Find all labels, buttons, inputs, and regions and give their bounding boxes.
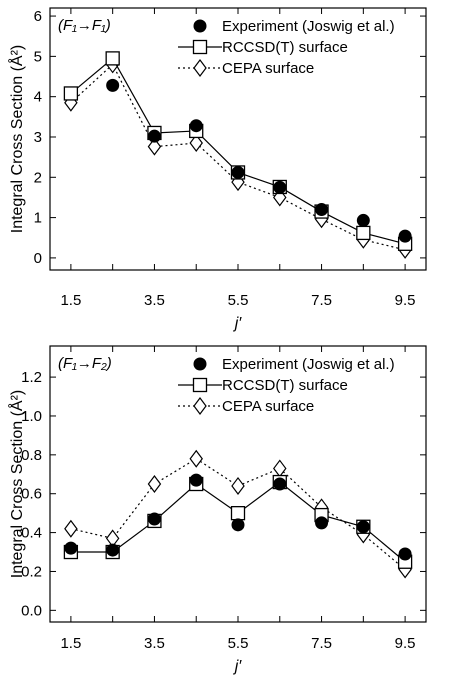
y-tick-label: 0.2 bbox=[21, 563, 42, 580]
data-point bbox=[105, 51, 120, 66]
legend-marker bbox=[193, 19, 207, 33]
data-point bbox=[273, 477, 287, 491]
x-tick-label: 1.5 bbox=[60, 635, 81, 652]
y-tick-label: 0.4 bbox=[21, 525, 42, 542]
y-tick-label: 0.8 bbox=[21, 447, 42, 464]
legend-marker bbox=[193, 357, 207, 371]
legend-entry: CEPA surface bbox=[222, 398, 314, 415]
y-tick-label: 4 bbox=[34, 89, 42, 106]
top-panel-f1-f1: 1.5 3.5 5.5 7.5 9.5 0 1 2 3 4 5 6 j′ Integral Cross S… bbox=[7, 7, 427, 332]
x-tick-label: 3.5 bbox=[144, 635, 165, 652]
x-axis-title: j′ bbox=[233, 658, 243, 675]
y-tick-label: 0 bbox=[34, 250, 42, 267]
x-tick-label: 7.5 bbox=[311, 292, 332, 309]
data-point bbox=[147, 129, 161, 143]
y-tick-label: 1.2 bbox=[21, 369, 42, 386]
data-point bbox=[315, 203, 329, 217]
data-point bbox=[315, 516, 329, 530]
data-point bbox=[398, 229, 412, 243]
x-tick-label: 9.5 bbox=[395, 635, 416, 652]
legend-marker bbox=[193, 397, 207, 415]
data-point bbox=[230, 506, 246, 521]
data-point bbox=[147, 512, 161, 526]
y-axis-title: Integral Cross Section (Å²) bbox=[7, 45, 26, 234]
y-tick-label: 5 bbox=[34, 48, 42, 65]
data-point bbox=[189, 449, 203, 468]
data-point bbox=[63, 86, 79, 101]
data-point bbox=[147, 137, 162, 156]
x-tick-label: 5.5 bbox=[228, 292, 249, 309]
y-tick-label: 1.0 bbox=[21, 408, 42, 425]
data-point bbox=[231, 165, 245, 179]
panel-label: (F₁→F₂) bbox=[58, 355, 112, 372]
legend-entry: RCCSD(T) surface bbox=[222, 39, 348, 56]
legend-marker bbox=[193, 59, 207, 77]
data-point bbox=[398, 547, 412, 561]
bottom-panel-f1-f2: 1.5 3.5 5.5 7.5 9.5 0.0 0.2 0.4 0.6 0.8 1.0 1.2 j′ In… bbox=[7, 345, 427, 675]
y-axis-title: Integral Cross Section (Å²) bbox=[7, 390, 26, 579]
legend-marker bbox=[192, 39, 208, 55]
x-tick-label: 9.5 bbox=[395, 292, 416, 309]
x-axis-title: j′ bbox=[233, 315, 243, 332]
legend: Experiment (Joswig et al.) RCCSD(T) surfa… bbox=[178, 18, 395, 77]
legend-entry: RCCSD(T) surface bbox=[222, 377, 348, 394]
series-filled-circle bbox=[64, 473, 412, 561]
data-point bbox=[231, 476, 245, 495]
x-tick-label: 3.5 bbox=[144, 292, 165, 309]
data-point bbox=[273, 180, 287, 194]
y-tick-label: 0.6 bbox=[21, 486, 42, 503]
x-tick-label: 5.5 bbox=[228, 635, 249, 652]
y-tick-label: 3 bbox=[34, 129, 42, 146]
legend-entry: Experiment (Joswig et al.) bbox=[222, 18, 395, 35]
legend: Experiment (Joswig et al.) RCCSD(T) surfa… bbox=[178, 356, 395, 415]
y-tick-label: 6 bbox=[34, 8, 42, 25]
panel-label: (F₁→F₁) bbox=[58, 17, 111, 34]
y-tick-label: 2 bbox=[34, 169, 42, 186]
y-tick-label: 1 bbox=[34, 210, 42, 227]
series-filled-circle bbox=[106, 78, 412, 243]
data-point bbox=[147, 475, 162, 493]
data-point bbox=[106, 543, 120, 557]
series-line bbox=[70, 63, 406, 251]
data-point bbox=[356, 213, 370, 227]
data-point bbox=[356, 520, 370, 534]
data-point bbox=[231, 518, 245, 532]
data-point bbox=[189, 119, 203, 133]
data-point bbox=[189, 473, 203, 487]
x-tick-label: 7.5 bbox=[311, 635, 332, 652]
data-point bbox=[189, 134, 203, 153]
data-point bbox=[273, 459, 287, 478]
legend-entry: CEPA surface bbox=[222, 60, 314, 77]
data-point bbox=[356, 225, 371, 241]
y-tick-label: 0.0 bbox=[21, 602, 42, 619]
data-point bbox=[64, 541, 78, 555]
data-point bbox=[106, 78, 120, 92]
x-tick-label: 1.5 bbox=[60, 292, 81, 309]
legend-marker bbox=[192, 377, 208, 393]
legend-entry: Experiment (Joswig et al.) bbox=[222, 356, 395, 373]
series-line bbox=[70, 57, 406, 245]
data-point bbox=[64, 519, 78, 538]
